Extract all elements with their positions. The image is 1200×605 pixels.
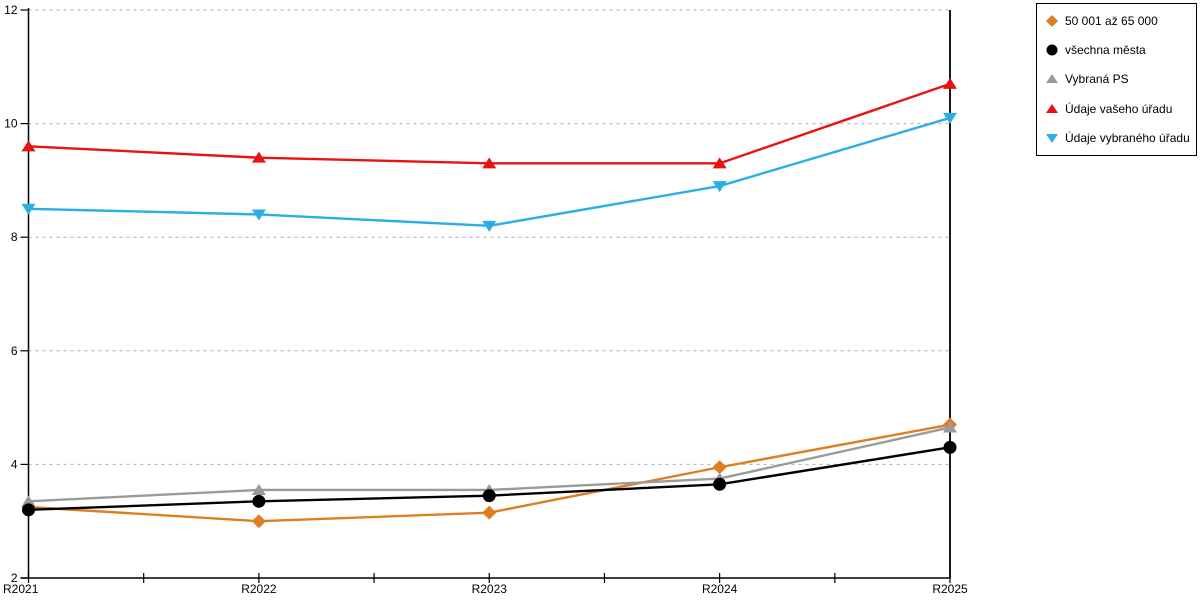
legend-item: 50 001 až 65 000: [1045, 7, 1196, 35]
triangle-up-marker-icon: [943, 77, 957, 89]
y-tick-label: 12: [4, 3, 18, 17]
triangle-down-marker-icon: [943, 112, 957, 124]
circle-marker-icon: [943, 440, 957, 454]
y-tick-label: 8: [11, 230, 18, 244]
legend-label: Vybraná PS: [1065, 72, 1129, 87]
diamond-marker-icon: [482, 505, 497, 520]
circle-marker-icon: [713, 477, 727, 491]
triangle-up-marker-icon: [482, 157, 497, 169]
x-tick-label: R2025: [932, 582, 968, 596]
triangle-up-marker-icon: [251, 151, 266, 163]
x-tick-label: R2024: [702, 582, 738, 596]
triangle-up-marker-icon: [21, 495, 36, 507]
triangle-up-marker-icon: [21, 140, 36, 152]
legend-item: všechna města: [1045, 36, 1196, 64]
triangle-down-marker-icon: [1045, 131, 1059, 145]
triangle-down-marker-icon: [251, 209, 266, 221]
legend-label: Údaje vašeho úřadu: [1065, 101, 1173, 116]
x-tick-label: R2021: [3, 582, 39, 596]
legend-item: Vybraná PS: [1045, 65, 1196, 93]
triangle-up-marker-icon: [943, 421, 957, 433]
x-tick-label: R2022: [241, 582, 277, 596]
series-line: [28, 82, 951, 165]
legend-item: Údaje vybraného úřadu: [1045, 124, 1196, 152]
triangle-down-marker-icon: [21, 203, 36, 215]
x-tick-label: R2023: [472, 582, 508, 596]
diamond-marker-icon: [1045, 14, 1059, 28]
triangle-down-marker-icon: [482, 220, 497, 232]
circle-marker-icon: [252, 494, 266, 508]
legend-label: 50 001 až 65 000: [1065, 14, 1158, 29]
triangle-up-marker-icon: [712, 157, 727, 169]
y-tick-label: 4: [11, 457, 18, 471]
legend-item: Údaje vašeho úřadu: [1045, 95, 1196, 123]
diamond-marker-icon: [251, 514, 266, 529]
triangle-up-marker-icon: [1045, 72, 1059, 86]
y-tick-label: 2: [11, 571, 18, 585]
triangle-down-marker-icon: [712, 181, 727, 193]
triangle-up-marker-icon: [251, 483, 266, 495]
circle-marker-icon: [22, 503, 35, 517]
circle-marker-icon: [1045, 43, 1059, 57]
circle-marker-icon: [482, 489, 496, 503]
y-tick-label: 6: [11, 344, 18, 358]
diamond-marker-icon: [712, 460, 727, 475]
series-line: [28, 116, 951, 228]
legend-label: všechna města: [1065, 43, 1146, 58]
legend: 50 001 až 65 000 všechna města Vybraná P…: [1036, 3, 1197, 156]
y-tick-label: 10: [4, 117, 18, 131]
legend-label: Údaje vybraného úřadu: [1065, 130, 1190, 145]
triangle-up-marker-icon: [1045, 102, 1059, 116]
